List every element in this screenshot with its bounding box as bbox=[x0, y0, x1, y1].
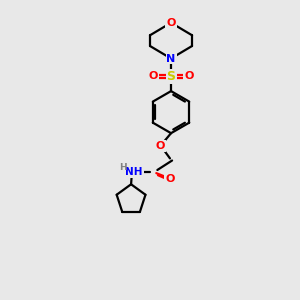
Text: O: O bbox=[148, 71, 158, 81]
Text: O: O bbox=[156, 141, 165, 151]
Text: N: N bbox=[167, 53, 176, 64]
Text: S: S bbox=[167, 70, 176, 83]
Text: O: O bbox=[166, 18, 176, 28]
Text: O: O bbox=[184, 71, 194, 81]
Text: H: H bbox=[119, 163, 127, 172]
Text: NH: NH bbox=[125, 167, 143, 177]
Text: O: O bbox=[165, 174, 175, 184]
